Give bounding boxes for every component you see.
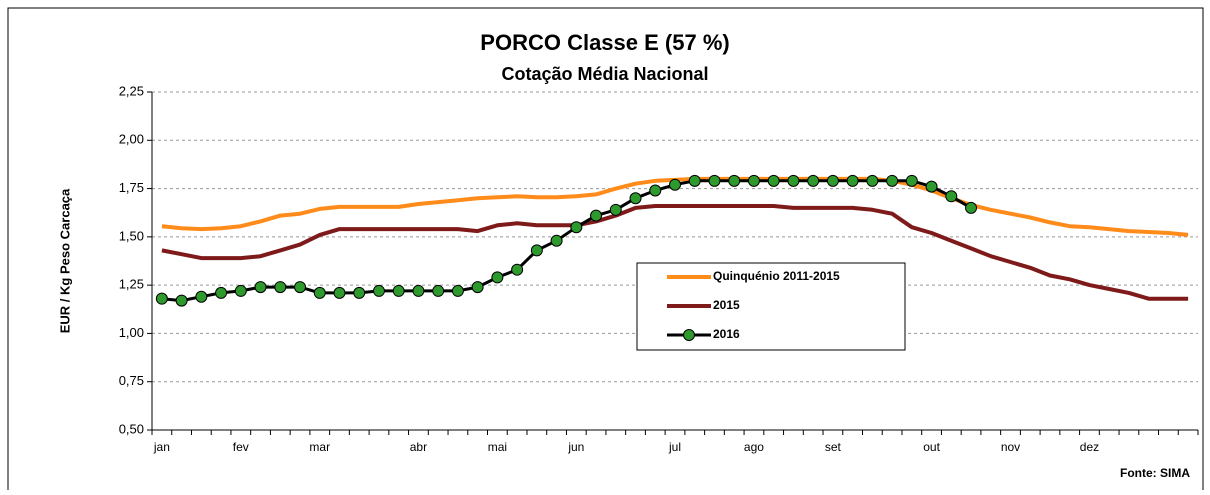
data-point <box>432 284 445 297</box>
data-point <box>155 292 168 305</box>
y-tick-label: 2,00 <box>119 132 144 147</box>
legend-label: 2016 <box>713 327 740 341</box>
data-point <box>886 174 899 187</box>
x-tick-label: out <box>923 440 940 454</box>
y-axis-label: EUR / Kg Peso Carcaça <box>57 188 72 333</box>
chart-subtitle: Cotação Média Nacional <box>501 64 708 84</box>
legend-label: 2015 <box>713 298 740 312</box>
data-point <box>826 174 839 187</box>
data-point <box>372 284 385 297</box>
data-point <box>550 234 563 247</box>
x-tick-label: jan <box>153 440 170 454</box>
y-tick-label: 0,50 <box>119 421 144 436</box>
data-point <box>333 286 346 299</box>
series-line <box>161 204 1189 301</box>
data-point <box>945 190 958 203</box>
data-point <box>353 286 366 299</box>
data-point <box>669 178 681 191</box>
data-point <box>787 174 800 187</box>
x-tick-label: abr <box>410 440 427 454</box>
data-point <box>590 209 603 222</box>
data-point <box>195 290 208 303</box>
x-tick-label: mai <box>488 440 507 454</box>
x-tick-label: set <box>825 440 842 454</box>
data-point <box>234 284 247 297</box>
data-point <box>905 174 918 187</box>
data-point <box>846 174 859 187</box>
data-point <box>925 180 938 193</box>
data-point <box>491 271 504 284</box>
data-point <box>767 174 780 187</box>
data-point <box>609 203 622 216</box>
data-point <box>215 286 228 299</box>
data-point <box>866 174 879 187</box>
x-tick-label: mar <box>309 440 330 454</box>
x-tick-label: ago <box>744 440 764 454</box>
data-point <box>728 174 741 187</box>
data-point <box>708 174 721 187</box>
x-tick-label: fev <box>233 440 249 454</box>
data-point <box>649 184 662 197</box>
data-point <box>313 286 326 299</box>
x-tick-label: nov <box>1001 440 1020 454</box>
x-tick-label: jun <box>567 440 584 454</box>
legend-marker <box>683 329 695 341</box>
y-tick-label: 1,25 <box>119 277 144 292</box>
data-point <box>747 174 760 187</box>
data-point <box>530 244 543 257</box>
data-point <box>807 174 820 187</box>
y-tick-label: 2,25 <box>119 83 144 98</box>
data-point <box>451 284 464 297</box>
y-tick-label: 1,50 <box>119 228 144 243</box>
data-point <box>175 294 188 307</box>
y-tick-label: 0,75 <box>119 373 144 388</box>
data-point <box>392 284 405 297</box>
x-tick-label: jul <box>668 440 681 454</box>
data-point <box>471 281 484 294</box>
data-point <box>629 192 642 205</box>
y-tick-label: 1,75 <box>119 180 144 195</box>
source-note: Fonte: SIMA <box>1120 466 1190 480</box>
chart-title: PORCO Classe E (57 %) <box>480 30 729 55</box>
data-point <box>511 263 524 276</box>
data-point <box>412 284 425 297</box>
data-point <box>254 281 267 294</box>
data-point <box>274 281 287 294</box>
legend-label: Quinquénio 2011-2015 <box>713 269 840 283</box>
data-point <box>294 281 307 294</box>
x-tick-label: dez <box>1080 440 1099 454</box>
data-point <box>688 174 701 187</box>
chart-border <box>7 7 1204 495</box>
data-point <box>570 221 583 234</box>
y-tick-label: 1,00 <box>119 325 144 340</box>
data-point <box>965 201 978 214</box>
